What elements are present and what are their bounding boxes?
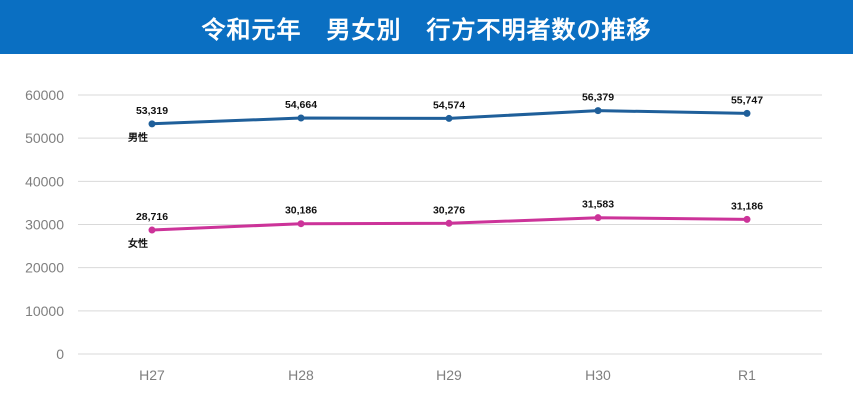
title-bar: 令和元年 男女別 行方不明者数の推移 bbox=[0, 0, 853, 54]
y-tick-label: 10000 bbox=[25, 303, 64, 319]
series-label-male: 男性 bbox=[128, 131, 148, 144]
x-tick-label: R1 bbox=[738, 367, 756, 383]
data-point bbox=[148, 226, 156, 234]
data-label: 53,319 bbox=[136, 105, 168, 117]
data-label: 30,276 bbox=[433, 204, 465, 216]
x-tick-label: H30 bbox=[585, 367, 611, 383]
x-tick-label: H28 bbox=[288, 367, 314, 383]
data-point bbox=[148, 120, 156, 128]
chart-title: 令和元年 男女別 行方不明者数の推移 bbox=[201, 15, 652, 44]
y-tick-label: 50000 bbox=[25, 130, 64, 146]
y-tick-label: 30000 bbox=[25, 217, 64, 233]
data-point bbox=[743, 109, 751, 117]
y-tick-label: 20000 bbox=[25, 260, 64, 276]
data-label: 54,664 bbox=[285, 99, 317, 111]
data-point bbox=[445, 114, 453, 122]
data-label: 31,583 bbox=[582, 199, 614, 211]
series-label-female: 女性 bbox=[128, 237, 148, 250]
data-label: 56,379 bbox=[582, 92, 614, 104]
y-tick-label: 0 bbox=[56, 346, 64, 362]
data-label: 28,716 bbox=[136, 211, 168, 223]
data-label: 54,574 bbox=[433, 99, 465, 111]
y-tick-label: 40000 bbox=[25, 173, 64, 189]
data-point bbox=[594, 214, 602, 222]
data-point bbox=[445, 219, 453, 227]
x-tick-label: H27 bbox=[139, 367, 165, 383]
data-label: 30,186 bbox=[285, 205, 317, 217]
data-point bbox=[594, 107, 602, 115]
x-tick-label: H29 bbox=[436, 367, 462, 383]
data-label: 31,186 bbox=[731, 200, 763, 212]
data-point bbox=[297, 114, 305, 122]
y-tick-label: 60000 bbox=[25, 87, 64, 103]
data-point bbox=[743, 215, 751, 223]
data-point bbox=[297, 220, 305, 228]
data-label: 55,747 bbox=[731, 94, 763, 106]
